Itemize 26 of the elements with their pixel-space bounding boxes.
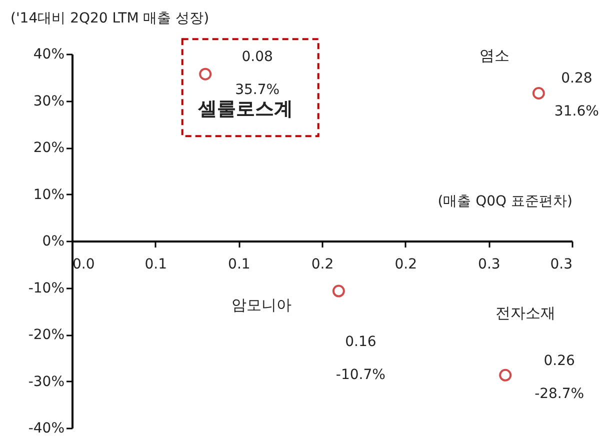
y-tick-label: 0%: [42, 234, 64, 250]
annotation: 셀룰로스계: [196, 98, 293, 120]
text: 0.28 31.6%: [554, 70, 599, 120]
x-tick-label: 0.0: [72, 256, 95, 272]
x-tick-label: 0.1: [144, 256, 167, 272]
annotation: 전자소재: [495, 304, 556, 322]
y-tick-label: -30%: [28, 374, 64, 390]
annotation: 암모니아: [232, 296, 292, 314]
y-tick-label: -20%: [28, 327, 64, 343]
text: 0.26 -28.7%: [534, 353, 584, 402]
y-tick-label: 20%: [33, 140, 64, 156]
y-tick-label: 40%: [33, 46, 64, 62]
text: 0.16 -10.7%: [336, 334, 386, 384]
y-tick-label: -40%: [28, 420, 64, 436]
x-tick-label: 0.1: [228, 256, 250, 272]
x-tick-label: 0.2: [311, 256, 334, 272]
annotation: 염소: [480, 46, 510, 64]
y-tick-label: 10%: [33, 186, 64, 203]
y-axis-title: ('14대비 2Q20 LTM 매출 성장): [10, 10, 210, 26]
text: 0.08 35.7%: [235, 49, 280, 98]
x-axis-title: (매출 Q0Q 표준편차): [438, 194, 572, 210]
x-tick-label: 0.3: [478, 256, 500, 272]
y-tick-label: -10%: [28, 280, 64, 296]
y-tick-label: 30%: [33, 93, 64, 110]
x-tick-label: 0.2: [394, 256, 417, 272]
x-tick-label: 0.3: [550, 256, 572, 272]
